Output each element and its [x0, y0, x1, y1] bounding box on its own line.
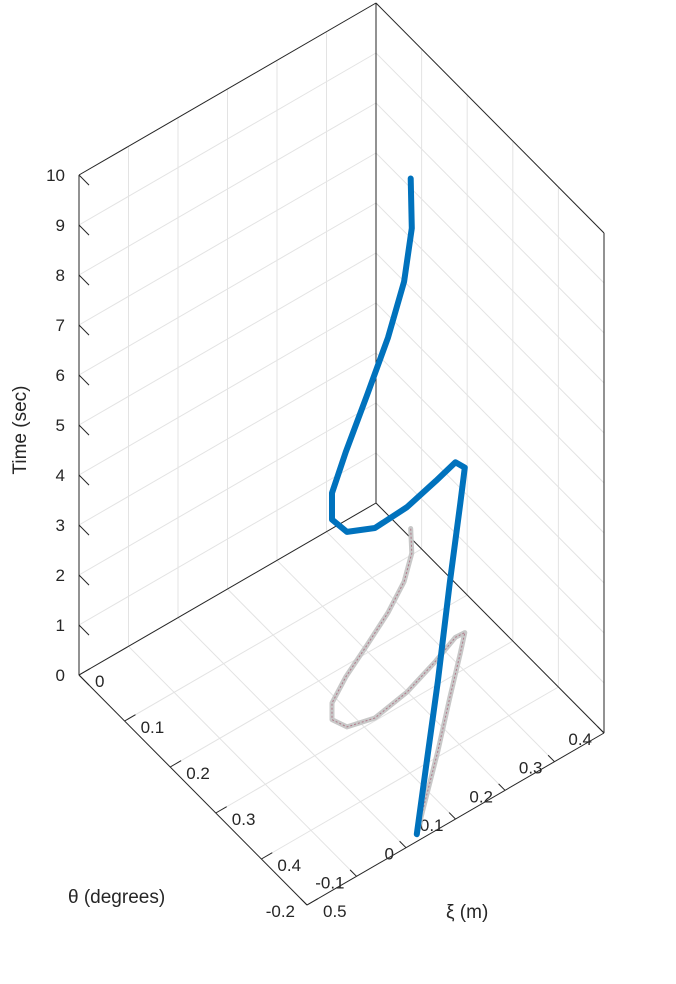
x-tick-mark	[306, 898, 319, 906]
y-tick-label: 0	[385, 845, 394, 864]
wall-grid-line	[375, 252, 605, 484]
wall-grid-line	[375, 302, 605, 534]
y-tick-mark	[547, 754, 555, 763]
z-tick-label: 1	[56, 616, 65, 635]
x-tick-mark	[261, 852, 273, 860]
z-tick-label: 3	[56, 516, 65, 535]
wall-grid-line	[78, 102, 377, 276]
z-tick-mark	[78, 374, 90, 386]
x-tick-label: 0.5	[323, 902, 347, 921]
projection-line	[329, 526, 468, 837]
z-tick-mark	[78, 474, 90, 486]
axes-box-edge	[375, 502, 605, 734]
z-tick-label: 8	[56, 266, 65, 285]
z-tick-mark	[78, 424, 90, 436]
wall-grid-line	[78, 152, 377, 326]
axes-box-edge	[375, 2, 605, 234]
z-tick-label: 9	[56, 216, 65, 235]
wall-grid-line	[375, 52, 605, 284]
y-tick-mark	[349, 869, 357, 877]
z-tick-label: 4	[56, 466, 65, 485]
floor-grid-line	[227, 588, 456, 820]
wall-grid-line	[375, 452, 605, 684]
floor-grid-line	[276, 559, 506, 791]
z-tick-label: 7	[56, 316, 65, 335]
z-tick-mark	[78, 274, 90, 286]
wall-grid-line	[78, 452, 377, 626]
x-tick-mark	[169, 760, 182, 768]
wall-grid-line	[78, 302, 377, 476]
trajectory-line	[329, 175, 468, 838]
y-axis-label: θ (degrees)	[68, 887, 165, 908]
axes-box-edge	[78, 502, 377, 676]
x-tick-label: 0.3	[232, 810, 256, 829]
x-tick-mark	[124, 714, 136, 722]
series-layer	[329, 175, 468, 838]
z-tick-mark	[78, 574, 90, 586]
z-tick-label: 5	[56, 416, 65, 435]
x-tick-label: 0.1	[141, 718, 165, 737]
floor-grid-line	[128, 645, 357, 877]
wall-grid-line	[78, 252, 377, 426]
x-axis-label: ξ (m)	[446, 902, 488, 923]
x-tick-label: 0.2	[186, 764, 210, 783]
axes-box-edge	[78, 674, 308, 906]
x-tick-label: 0	[95, 672, 104, 691]
wall-grid-line	[375, 202, 605, 434]
wall-grid-line	[78, 202, 377, 376]
z-tick-mark	[78, 174, 90, 186]
z-tick-label: 0	[56, 666, 65, 685]
wall-grid-line	[375, 102, 605, 334]
projection-centerline	[331, 528, 466, 835]
y-tick-mark	[399, 840, 407, 849]
z-tick-mark	[78, 674, 90, 686]
z-axis-label: Time (sec)	[10, 385, 31, 474]
y-tick-label: 0.3	[519, 759, 543, 778]
wall-grid-line	[375, 352, 605, 584]
x-tick-mark	[215, 806, 227, 814]
z-tick-mark	[78, 324, 90, 336]
y-tick-label: -0.2	[266, 902, 295, 921]
wall-grid-line	[78, 402, 377, 576]
axes-box-edge	[78, 2, 377, 176]
y-tick-label: 0.2	[469, 787, 493, 806]
wall-grid-line	[375, 152, 605, 384]
wall-grid-line	[375, 402, 605, 634]
z-tick-mark	[78, 624, 90, 636]
z-tick-label: 2	[56, 566, 65, 585]
y-tick-mark	[498, 783, 506, 791]
z-tick-label: 10	[46, 166, 65, 185]
tick-labels: 0 0.1 0.2 0.3 0.4 0.5 -0.2 -0.1 0 0.1 0.2 0.3 0.4 0 1 2…	[46, 166, 605, 921]
y-tick-mark	[597, 726, 605, 734]
y-tick-mark	[300, 898, 308, 906]
x-tick-mark	[78, 668, 91, 676]
y-tick-label: 0.4	[568, 730, 592, 749]
z-tick-label: 6	[56, 366, 65, 385]
floor-grid-line	[177, 617, 407, 849]
z-tick-mark	[78, 224, 90, 236]
wall-grid-line	[78, 352, 377, 526]
z-tick-mark	[78, 524, 90, 536]
x-tick-label: 0.4	[277, 856, 301, 875]
y-tick-label: 0.1	[420, 816, 444, 835]
wall-grid-line	[78, 52, 377, 226]
y-tick-label: -0.1	[315, 873, 344, 892]
y-tick-mark	[448, 812, 456, 820]
